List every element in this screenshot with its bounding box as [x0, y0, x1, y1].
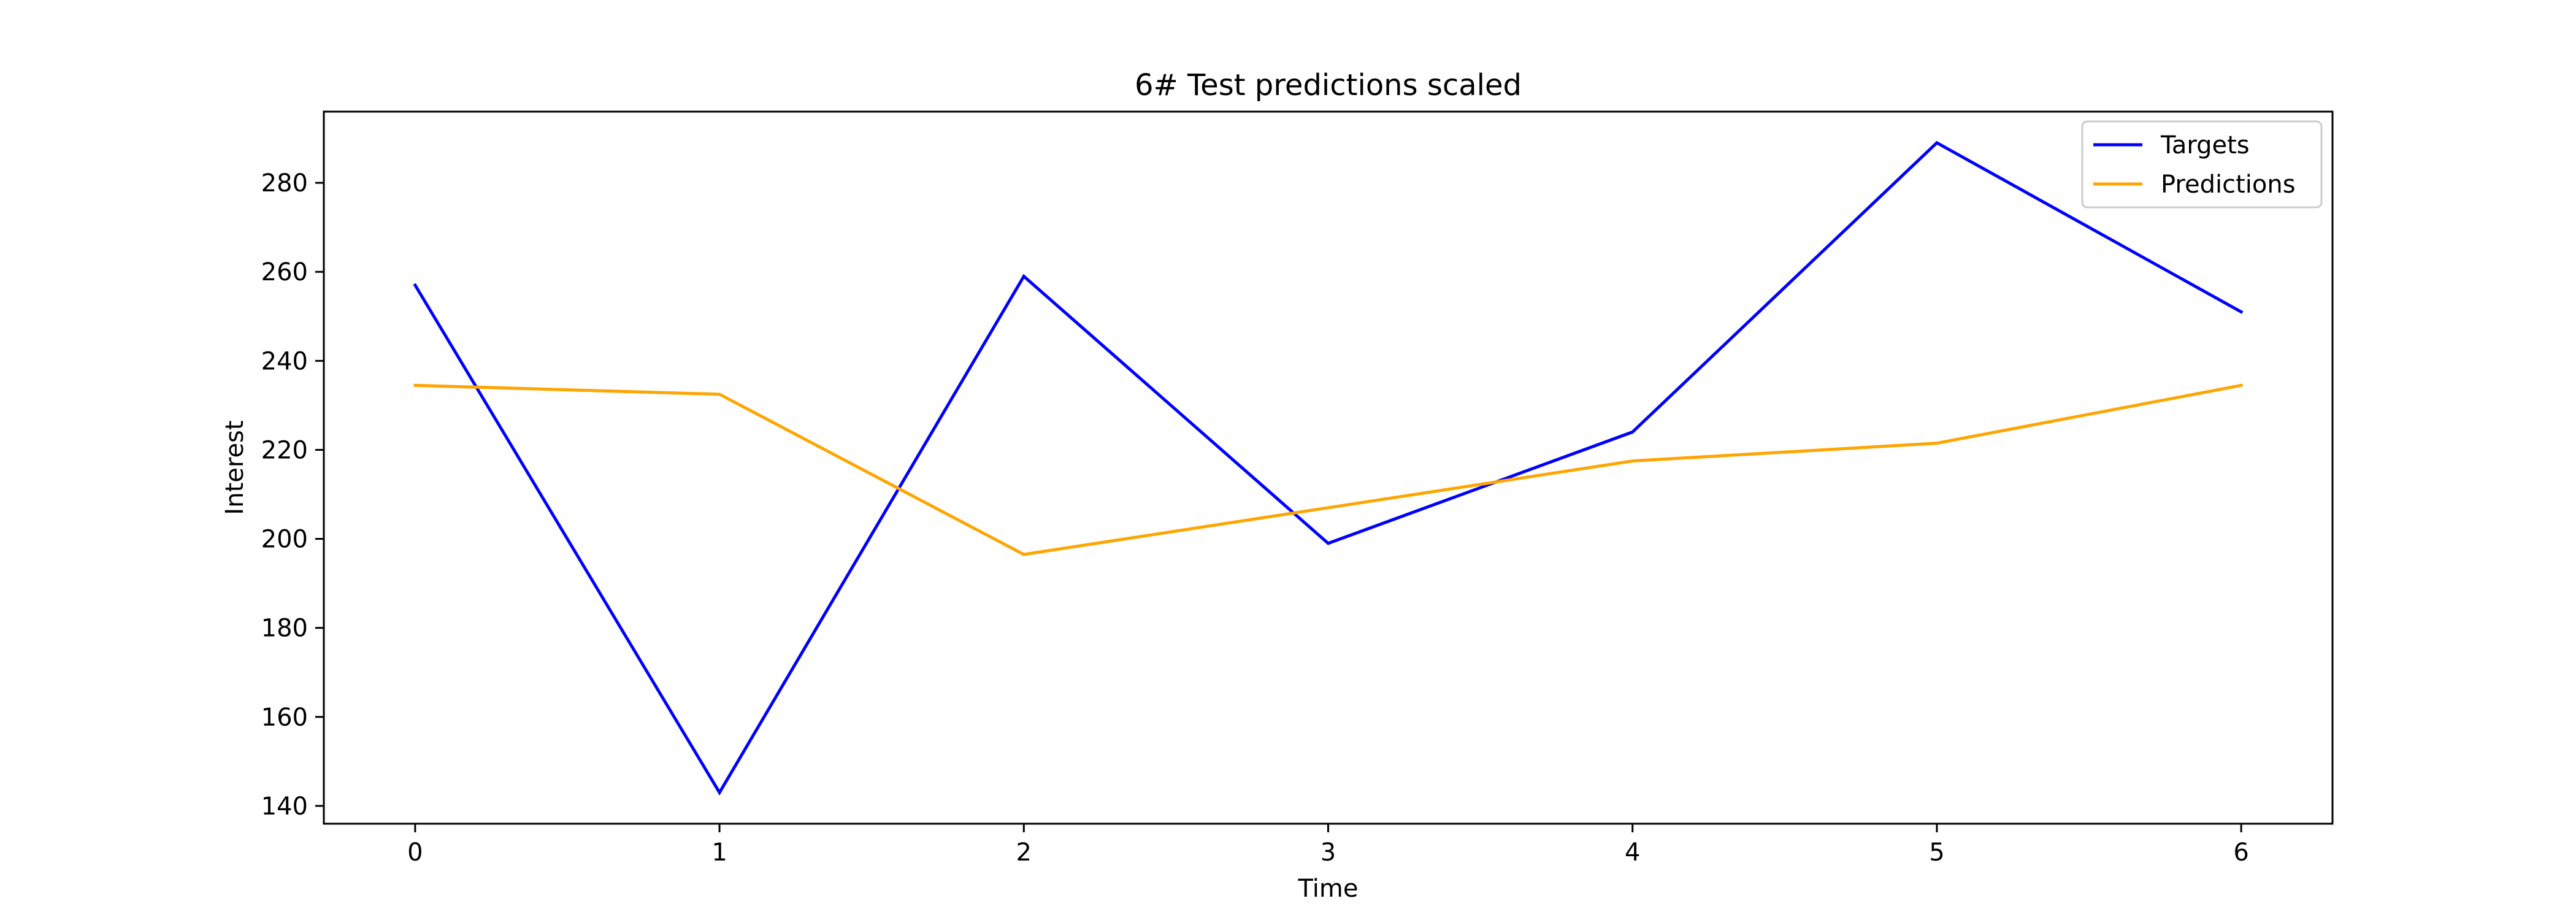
series-line-predictions [413, 383, 2244, 556]
y-tick-label: 220 [261, 436, 308, 464]
y-tick-label: 240 [261, 347, 308, 375]
y-tick-label: 280 [261, 169, 308, 197]
y-tick-label: 200 [261, 526, 308, 554]
series-line-targets [413, 140, 2244, 796]
y-tick-label: 140 [261, 792, 308, 821]
x-tick-label: 3 [1321, 838, 1336, 867]
x-tick-label: 6 [2233, 838, 2248, 867]
legend-label-predictions: Predictions [2161, 171, 2296, 199]
x-tick-label: 1 [711, 838, 727, 867]
y-tick-label: 180 [261, 615, 308, 643]
legend-label-targets: Targets [2160, 131, 2250, 159]
plot-frame [323, 110, 2334, 825]
legend: Targets Predictions [2081, 120, 2323, 209]
x-tick-label: 5 [1929, 838, 1944, 867]
plot-area [413, 140, 2244, 796]
x-tick-label: 0 [407, 838, 423, 867]
x-tick-label: 2 [1016, 838, 1032, 867]
x-axis-label: Time [1298, 875, 1359, 903]
y-tick-label: 260 [261, 258, 308, 286]
axes: 0 1 2 3 4 5 6 140 160 180 200 220 240 260 280 [261, 110, 2334, 867]
y-tick-label: 160 [261, 703, 308, 732]
y-axis-label: Interest [221, 420, 249, 515]
legend-box [2081, 120, 2323, 209]
x-tick-label: 4 [1625, 838, 1640, 867]
chart-title: 6# Test predictions scaled [1135, 68, 1522, 102]
